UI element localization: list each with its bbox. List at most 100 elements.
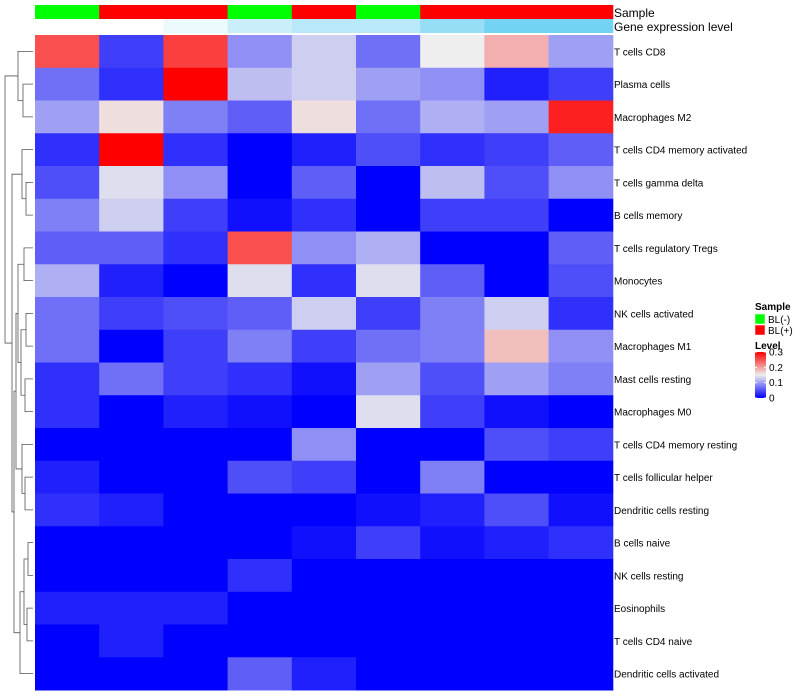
annot-expression-3 — [163, 19, 229, 33]
row-label: B cells memory — [614, 211, 682, 222]
heatmap-cell — [356, 297, 421, 331]
heatmap-cell — [291, 166, 357, 200]
annot-sample-3 — [163, 5, 229, 19]
row-label: Dendritic cells activated — [614, 670, 719, 681]
heatmap-cell — [484, 362, 550, 396]
annot-sample-7 — [420, 5, 485, 19]
heatmap-cell — [484, 100, 550, 134]
row-label: T cells CD4 memory resting — [614, 440, 737, 451]
heatmap-cell — [484, 297, 550, 331]
heatmap-cell — [420, 395, 485, 429]
heatmap-cell — [548, 460, 614, 494]
annot-sample-6 — [356, 5, 421, 19]
heatmap-cell — [227, 198, 293, 232]
annot-expression-5 — [291, 19, 357, 33]
heatmap-cell — [548, 395, 614, 429]
heatmap-cell — [99, 100, 164, 134]
heatmap-cell — [35, 198, 100, 232]
row-label: NK cells resting — [614, 571, 683, 582]
heatmap-cell — [227, 166, 293, 200]
heatmap-cell — [484, 591, 550, 625]
dendrogram-branch — [21, 443, 33, 494]
heatmap-cell — [291, 526, 357, 560]
heatmap-cell — [35, 460, 100, 494]
heatmap-cell — [420, 100, 485, 134]
heatmap-cell — [163, 591, 229, 625]
heatmap-cell — [548, 166, 614, 200]
heatmap-cell — [291, 624, 357, 658]
heatmap-cell — [35, 35, 100, 69]
dendrogram-branch — [27, 542, 33, 576]
heatmap-cell — [35, 100, 100, 134]
heatmap-cell — [291, 329, 357, 363]
heatmap-cell — [291, 657, 357, 691]
heatmap-cell — [291, 362, 357, 396]
heatmap-cell — [99, 329, 164, 363]
heatmap-cell — [99, 657, 164, 691]
row-label: T cells regulatory Tregs — [614, 244, 718, 255]
dendrogram-branch — [17, 50, 33, 101]
dendrogram-branch — [26, 607, 33, 642]
heatmap-cell — [163, 493, 229, 527]
heatmap-cell — [291, 264, 357, 298]
heatmap-cell — [35, 493, 100, 527]
heatmap-cell — [99, 591, 164, 625]
heatmap-cell — [227, 264, 293, 298]
heatmap-cell — [163, 67, 229, 101]
heatmap-cell — [356, 35, 421, 69]
heatmap-cells — [35, 35, 614, 691]
heatmap-cell — [227, 624, 293, 658]
heatmap-cell — [35, 559, 100, 593]
heatmap-cell — [163, 329, 229, 363]
dendrogram-branch — [22, 83, 33, 118]
legend-swatch — [754, 324, 766, 336]
heatmap-cell — [99, 624, 164, 658]
heatmap-cell — [420, 559, 485, 593]
heatmap-cell — [227, 362, 293, 396]
heatmap-cell — [227, 231, 293, 265]
heatmap-cell — [227, 100, 293, 134]
row-label: Monocytes — [614, 277, 662, 288]
heatmap-cell — [484, 133, 550, 167]
legend-label: BL(+) — [768, 326, 793, 337]
heatmap-cell — [99, 67, 164, 101]
heatmap-cell — [548, 362, 614, 396]
annot-expression-1 — [35, 19, 100, 33]
heatmap-cell — [163, 526, 229, 560]
heatmap-cell — [291, 428, 357, 462]
heatmap-cell — [548, 100, 614, 134]
heatmap-cell — [99, 198, 164, 232]
heatmap-cell — [484, 329, 550, 363]
heatmap-cell — [35, 166, 100, 200]
heatmap-cell — [420, 428, 485, 462]
heatmap-cell — [291, 67, 357, 101]
heatmap-cell — [163, 559, 229, 593]
heatmap-cell — [163, 264, 229, 298]
heatmap-cell — [99, 231, 164, 265]
heatmap-cell — [99, 526, 164, 560]
heatmap-cell — [163, 35, 229, 69]
row-label: Mast cells resting — [614, 375, 691, 386]
heatmap-cell — [548, 526, 614, 560]
heatmap-cell — [484, 166, 550, 200]
heatmap-cell — [484, 493, 550, 527]
legend-tick-label: 0.2 — [769, 363, 783, 374]
heatmap-cell — [227, 428, 293, 462]
heatmap-cell — [420, 198, 485, 232]
annot-expression-8 — [484, 19, 550, 33]
heatmap-cell — [356, 460, 421, 494]
heatmap-cell — [420, 329, 485, 363]
heatmap-cell — [35, 526, 100, 560]
annot-expression-6 — [356, 19, 421, 33]
heatmap-cell — [35, 624, 100, 658]
heatmap-cell — [99, 460, 164, 494]
heatmap-cell — [548, 493, 614, 527]
heatmap-cell — [548, 329, 614, 363]
dendrogram-branch — [24, 476, 33, 511]
heatmap-cell — [163, 133, 229, 167]
heatmap-cell — [163, 395, 229, 429]
heatmap-cell — [99, 559, 164, 593]
annot-sample-2 — [99, 5, 164, 19]
heatmap-cell — [163, 362, 229, 396]
